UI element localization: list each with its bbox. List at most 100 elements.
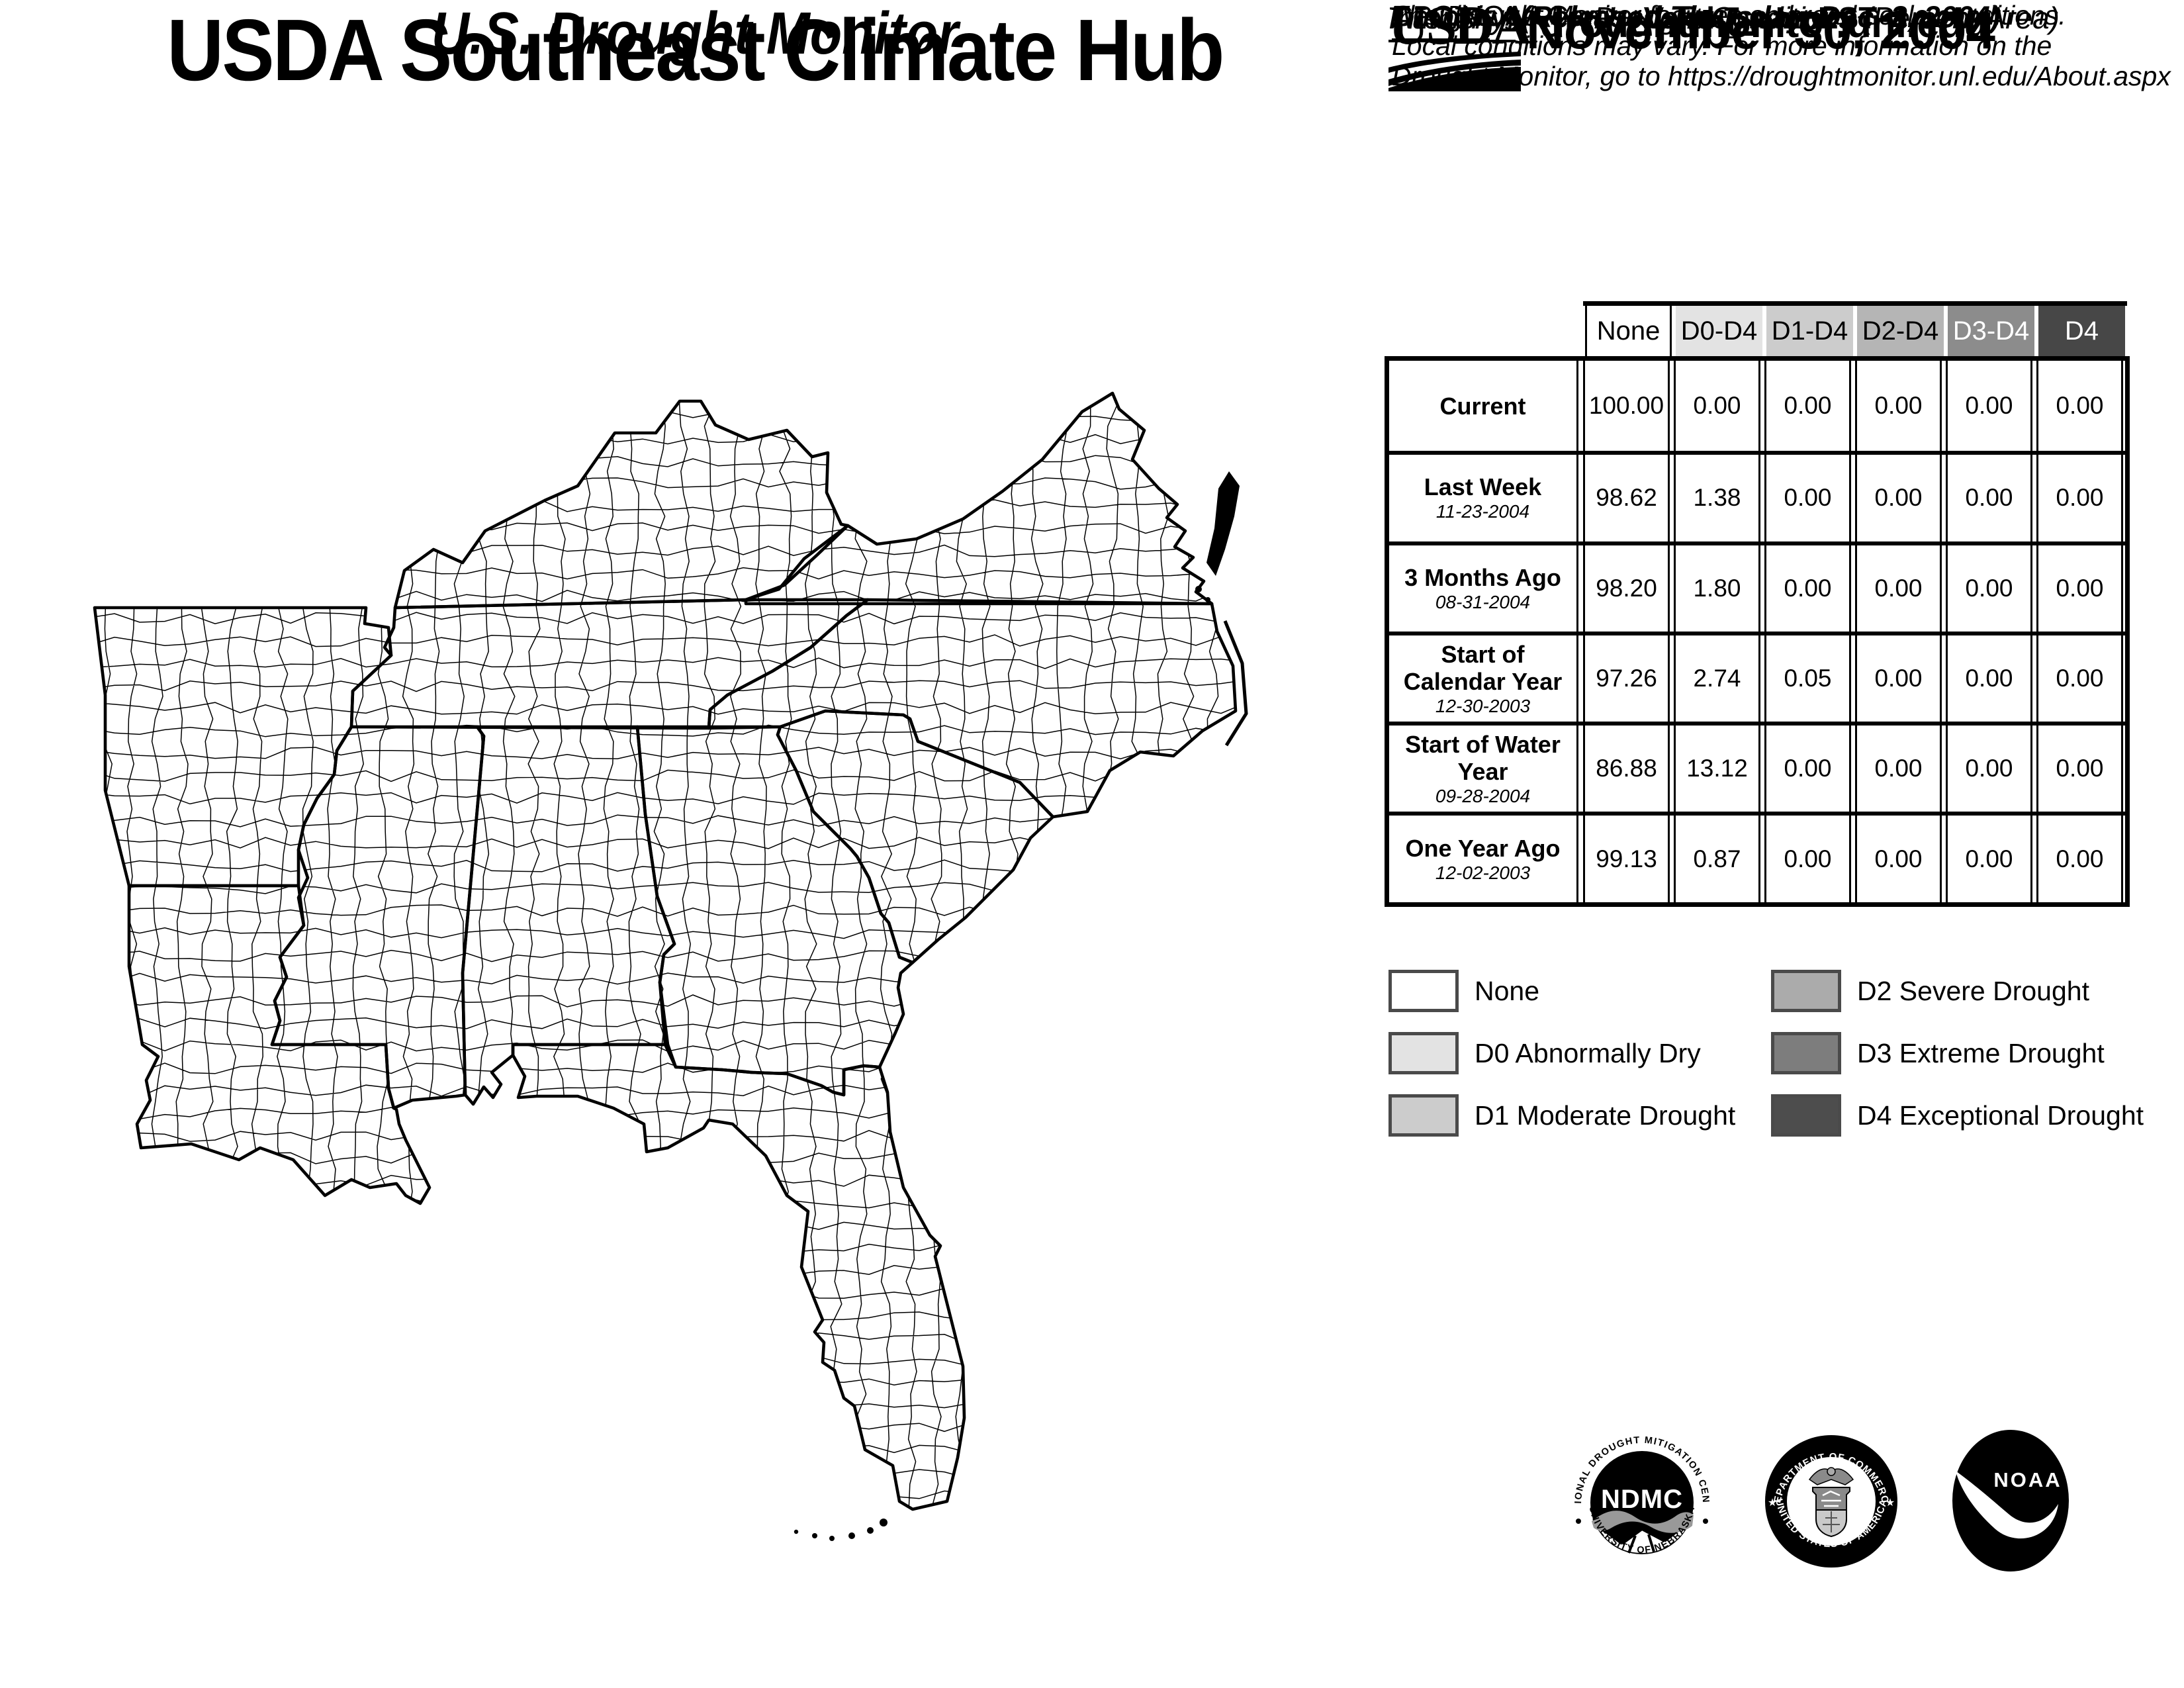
report-title: U.S. Drought Monitor — [431, 1, 959, 67]
value-cell: 0.87 — [1674, 816, 1760, 902]
legend-item: D1 Moderate Drought — [1388, 1094, 1771, 1137]
value-cell: 0.00 — [1764, 545, 1851, 632]
ndmc-logo: NDMC NATIONAL DROUGHT MITIGATION CENTER … — [1572, 1430, 1710, 1556]
table-row: Start of Water Year 09-28-2004 86.88 13.1… — [1389, 722, 2125, 812]
region-title: USDA Southeast Climate Hub — [167, 1, 1224, 99]
value-cell: 0.00 — [1855, 726, 1942, 812]
southeast-map-graphic — [93, 391, 1248, 1541]
ndmc-logo-text: NDMC — [1601, 1485, 1683, 1514]
author-name: Douglas Le Comte — [1392, 0, 1633, 32]
value-cell: 0.00 — [1946, 726, 2032, 812]
value-cell: 97.26 — [1583, 635, 1670, 722]
map-date: November 30, 2004 — [1526, 1, 1995, 60]
legend-item: D2 Severe Drought — [1771, 970, 2144, 1012]
column-header: D0-D4 — [1676, 306, 1762, 356]
coastal-details — [794, 471, 1248, 1541]
row-date: 12-30-2003 — [1435, 695, 1531, 716]
row-label: Start of Calendar Year — [1403, 640, 1563, 695]
table-header-row: None D0-D4 D1-D4 D2-D4 D3-D4 D4 — [1583, 301, 2127, 356]
value-cell: 0.00 — [2036, 816, 2123, 902]
row-date: 09-28-2004 — [1435, 785, 1531, 806]
noaa-logo: NOAA — [1952, 1430, 2069, 1571]
row-label: Current — [1439, 392, 1526, 420]
author-org: CPC/NOAA — [1392, 0, 1544, 32]
disclaimer-line: The Drought Monitor focuses on broad-sca… — [1392, 0, 2066, 30]
value-cell: 99.13 — [1583, 816, 1670, 902]
legend-label: D2 Severe Drought — [1857, 975, 2089, 1006]
row-date: 12-02-2003 — [1435, 862, 1531, 883]
intensity-legend: None D0 Abnormally Dry D1 Moderate Droug… — [1388, 970, 2144, 1156]
value-cell: 98.20 — [1583, 545, 1670, 632]
legend-swatch — [1388, 970, 1459, 1012]
legend-swatch — [1771, 1032, 1841, 1074]
legend-item: D4 Exceptional Drought — [1771, 1094, 2144, 1137]
release-date: (Released Thursday, Dec. 2, 2004) — [1521, 0, 2000, 34]
value-cell: 0.00 — [1855, 361, 1942, 451]
usda-logo-text: USDA — [1388, 0, 1532, 56]
row-date: 11-23-2004 — [1435, 501, 1530, 522]
legend-label: D0 Abnormally Dry — [1475, 1037, 1701, 1068]
row-label: One Year Ago — [1405, 834, 1561, 862]
legend-label: D3 Extreme Drought — [1857, 1037, 2105, 1068]
table-caption: Drought Conditions (Percent Area) — [1594, 1, 2060, 35]
value-cell: 0.00 — [2036, 635, 2123, 722]
table-row: Last Week 11-23-2004 98.62 1.38 0.00 0.00… — [1389, 451, 2125, 541]
row-label: 3 Months Ago — [1404, 563, 1561, 591]
table-row: One Year Ago 12-02-2003 99.13 0.87 0.00 0… — [1389, 812, 2125, 902]
value-cell: 1.38 — [1674, 455, 1760, 541]
legend-swatch — [1388, 1032, 1459, 1074]
value-cell: 0.00 — [1855, 816, 1942, 902]
svg-text:★: ★ — [1768, 1497, 1777, 1509]
row-date: 08-31-2004 — [1435, 591, 1531, 612]
column-header: None — [1585, 306, 1672, 356]
value-cell: 0.00 — [1764, 726, 1851, 812]
value-cell: 0.00 — [1855, 635, 1942, 722]
column-header: D2-D4 — [1857, 306, 1944, 356]
noaa-gull-icon — [1956, 1471, 2058, 1539]
legend-label: D1 Moderate Drought — [1475, 1100, 1736, 1131]
state-fills — [95, 393, 1236, 1509]
author-heading: Author: — [1392, 0, 1490, 41]
legend-item: None — [1388, 970, 1771, 1012]
table-row: Current 100.00 0.00 0.00 0.00 0.00 0.00 — [1389, 361, 2125, 451]
table-row: Start of Calendar Year 12-30-2003 97.26 2… — [1389, 631, 2125, 722]
value-cell: 0.00 — [1946, 545, 2032, 632]
value-cell: 0.00 — [1764, 816, 1851, 902]
doc-eagle-shield-icon — [1808, 1467, 1854, 1538]
value-cell: 0.00 — [1946, 361, 2032, 451]
value-cell: 0.00 — [2036, 545, 2123, 632]
legend-label: None — [1475, 975, 1540, 1006]
noaa-logo-text: NOAA — [1993, 1468, 2062, 1491]
value-cell: 0.00 — [1764, 455, 1851, 541]
value-cell: 0.00 — [2036, 361, 2123, 451]
value-cell: 0.05 — [1764, 635, 1851, 722]
disclaimer-line: Drought Monitor, go to https://droughtmo… — [1392, 61, 2171, 91]
value-cell: 98.62 — [1583, 455, 1670, 541]
value-cell: 2.74 — [1674, 635, 1760, 722]
legend-swatch — [1771, 970, 1841, 1012]
drought-conditions-table: Current 100.00 0.00 0.00 0.00 0.00 0.00 … — [1385, 356, 2130, 907]
valid-time: Valid 7 a.m. EST — [1643, 1, 1878, 35]
value-cell: 0.00 — [2036, 455, 2123, 541]
column-header: D3-D4 — [1948, 306, 2034, 356]
legend-swatch — [1388, 1094, 1459, 1137]
disclaimer-text: The Drought Monitor focuses on broad-sca… — [1392, 0, 2184, 91]
value-cell: 0.00 — [1764, 361, 1851, 451]
column-header: D4 — [2038, 306, 2125, 356]
row-label: Last Week — [1424, 473, 1542, 501]
legend-label: D4 Exceptional Drought — [1857, 1100, 2144, 1131]
state-boundaries — [93, 391, 1238, 1511]
value-cell: 1.80 — [1674, 545, 1760, 632]
value-cell: 0.00 — [1946, 816, 2032, 902]
usda-swoosh-icon — [1388, 52, 1521, 91]
legend-swatch — [1771, 1094, 1841, 1137]
svg-text:★: ★ — [1886, 1497, 1895, 1509]
value-cell: 0.00 — [1855, 455, 1942, 541]
value-cell: 0.00 — [1946, 635, 2032, 722]
value-cell: 0.00 — [1855, 545, 1942, 632]
legend-item: D3 Extreme Drought — [1771, 1032, 2144, 1074]
value-cell: 100.00 — [1583, 361, 1670, 451]
usda-logo: USDA — [1388, 0, 1532, 94]
site-url[interactable]: droughtmonitor.unl.edu — [1539, 1, 1988, 46]
